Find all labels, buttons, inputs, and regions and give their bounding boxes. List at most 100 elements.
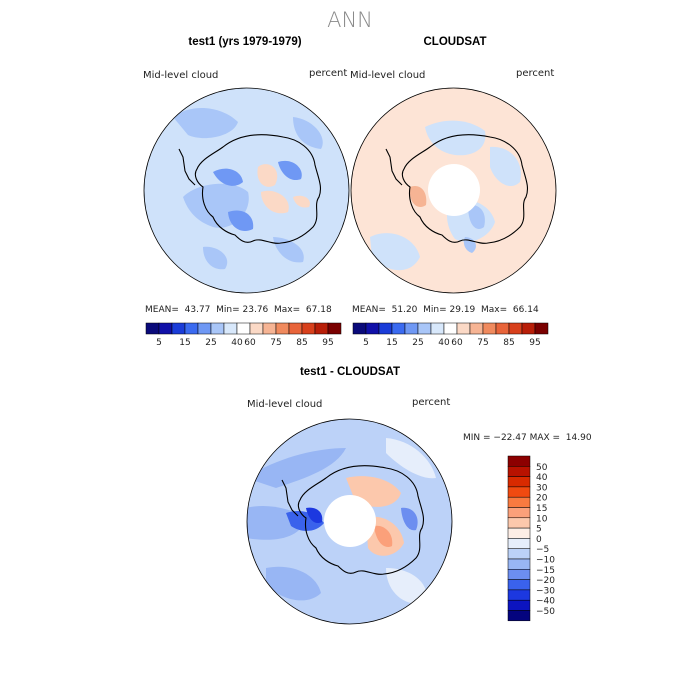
panel-2-colorbar-swatch xyxy=(378,322,393,335)
panel-2-colorbar-tick-label: 85 xyxy=(503,338,514,348)
panel-3-units-label: percent xyxy=(412,397,451,408)
panel-2-stats: MEAN= 51.20 Min= 29.19 Max= 66.14 xyxy=(352,305,539,315)
panel-2-coastline xyxy=(401,134,529,244)
panel-1-title: test1 (yrs 1979-1979) xyxy=(188,36,302,48)
panel-2-title: CLOUDSAT xyxy=(423,36,487,48)
panel-3-colorbar-swatch xyxy=(507,589,531,601)
panel-1-colorbar-swatch xyxy=(197,322,212,335)
panel-1-units-label: percent xyxy=(309,68,348,79)
panel-3-colorbar-tick-label: −5 xyxy=(536,545,549,555)
panel-2-colorbar-tick-label: 15 xyxy=(386,338,397,348)
panel-2-variable-label: Mid-level cloud xyxy=(350,70,426,81)
panel-1-contour-high xyxy=(257,164,278,187)
panel-1-colorbar-swatch xyxy=(262,322,277,335)
panel-1-contour-mid xyxy=(213,168,243,186)
panel-3-colorbar-swatch xyxy=(507,496,531,508)
panel-2-missing-data-hole xyxy=(428,164,480,216)
panel-3-colorbar-swatch xyxy=(507,455,531,467)
panel-3-colorbar-swatch xyxy=(507,466,531,477)
panel-3-map xyxy=(246,418,453,625)
panel-3-colorbar-tick-label: −50 xyxy=(536,607,555,617)
panel-2-colorbar-swatch xyxy=(469,322,484,335)
panel-3-colorbar-swatch xyxy=(507,517,531,529)
panel-2-colorbar-swatch xyxy=(495,322,510,335)
panel-2-colorbar-swatch xyxy=(391,322,406,335)
panel-1-colorbar-swatch xyxy=(158,322,173,335)
panel-3-colorbar-swatch xyxy=(507,569,531,580)
panel-3-contour-low xyxy=(247,448,346,488)
panel-3-title: test1 - CLOUDSAT xyxy=(299,366,401,378)
figure-title: ANN xyxy=(327,8,373,32)
panel-1-colorbar-swatch xyxy=(236,322,251,335)
panel-2-colorbar-tick-label: 25 xyxy=(412,338,423,348)
panel-1-contour-low xyxy=(173,107,238,139)
panel-1-map xyxy=(143,87,350,294)
panel-3-colorbar-tick-label: 5 xyxy=(536,525,542,535)
panel-3-colorbar-tick-label: 30 xyxy=(536,483,548,493)
panel-2-colorbar-swatch xyxy=(365,322,380,335)
panel-2-colorbar-swatch xyxy=(482,322,497,335)
panel-1-colorbar-tick-label: 60 xyxy=(244,338,256,348)
panel-3-colorbar-tick-label: 10 xyxy=(536,514,548,524)
panel-3-stats: MIN = −22.47 MAX = 14.90 xyxy=(463,433,592,443)
panel-3-colorbar-swatch xyxy=(507,610,531,622)
panel-1-colorbar: 5 15 25 40 60 75 85 95 xyxy=(145,322,342,348)
panel-1-stats: MEAN= 43.77 Min= 23.76 Max= 67.18 xyxy=(145,305,332,315)
panel-1-colorbar-swatch xyxy=(171,322,186,335)
panel-1-colorbar-swatch xyxy=(327,322,342,335)
panel-2-colorbar-swatch xyxy=(456,322,471,335)
panel-1-colorbar-tick-label: 5 xyxy=(156,338,162,348)
panel-3-colorbar-swatch xyxy=(507,558,531,570)
panel-3-colorbar-tick-label: −10 xyxy=(536,556,555,566)
panel-2-colorbar-swatch xyxy=(430,322,445,335)
panel-3-colorbar-swatch xyxy=(507,476,531,488)
panel-1-colorbar-tick-label: 40 xyxy=(231,338,243,348)
panel-3-colorbar-tick-label: 15 xyxy=(536,504,547,514)
panel-3-colorbar-tick-label: −30 xyxy=(536,586,555,596)
panel-1-colorbar-swatch xyxy=(301,322,316,335)
panel-1-colorbar-swatch xyxy=(288,322,303,335)
panel-3-coastline xyxy=(297,465,425,575)
panel-3-variable-label: Mid-level cloud xyxy=(247,399,323,410)
panel-3-colorbar-tick-label: 50 xyxy=(536,463,548,473)
panel-1-colorbar-tick-label: 95 xyxy=(322,338,333,348)
panel-2-contour-mid xyxy=(468,204,485,229)
panel-2-colorbar-swatch xyxy=(521,322,536,335)
panel-3-colorbar-swatch xyxy=(507,507,531,519)
panel-2-map xyxy=(350,87,557,294)
panel-2-colorbar-swatch xyxy=(534,322,549,335)
panel-3-colorbar-swatch xyxy=(507,599,531,611)
panel-1-colorbar-tick-label: 75 xyxy=(270,338,281,348)
panel-3-colorbar-tick-label: −15 xyxy=(536,566,555,576)
panel-2-colorbar-tick-label: 40 xyxy=(438,338,450,348)
panel-1-colorbar-swatch xyxy=(314,322,329,335)
panel-1-variable-label: Mid-level cloud xyxy=(143,70,219,81)
panel-2-units-label: percent xyxy=(516,68,555,79)
panel-1-colorbar-tick-label: 15 xyxy=(179,338,190,348)
panel-2-colorbar-tick-label: 5 xyxy=(363,338,369,348)
panel-1-colorbar-swatch xyxy=(223,322,238,335)
panel-1-colorbar-swatch xyxy=(275,322,290,335)
panel-3-colorbar-swatch xyxy=(507,579,531,591)
panel-1-colorbar-swatch xyxy=(249,322,264,335)
panel-3-colorbar-swatch xyxy=(507,486,531,498)
panel-3-colorbar-tick-label: −40 xyxy=(536,597,555,607)
panel-2-colorbar-swatch xyxy=(443,322,458,335)
panel-3-colorbar-tick-label: 40 xyxy=(536,473,548,483)
panel-2-colorbar-swatch xyxy=(417,322,432,335)
panel-2-contour-high xyxy=(409,185,427,207)
panel-3-colorbar-swatch xyxy=(507,548,531,560)
panel-3-colorbar-swatch xyxy=(507,538,531,549)
panel-1-colorbar-swatch xyxy=(184,322,199,335)
panel-1-colorbar-tick-label: 85 xyxy=(296,338,307,348)
panel-2-colorbar-swatch xyxy=(352,322,367,335)
panel-1-colorbar-tick-label: 25 xyxy=(205,338,216,348)
panel-2-colorbar: 5 15 25 40 60 75 85 95 xyxy=(352,322,549,348)
panel-2-colorbar-swatch xyxy=(404,322,419,335)
panel-2-colorbar-tick-label: 75 xyxy=(477,338,488,348)
panel-3-colorbar-tick-label: 20 xyxy=(536,494,548,504)
panel-3-colorbar-tick-label: −20 xyxy=(536,576,555,586)
panel-3-colorbar-swatch xyxy=(507,527,531,539)
panel-3-missing-data-hole xyxy=(324,495,376,547)
